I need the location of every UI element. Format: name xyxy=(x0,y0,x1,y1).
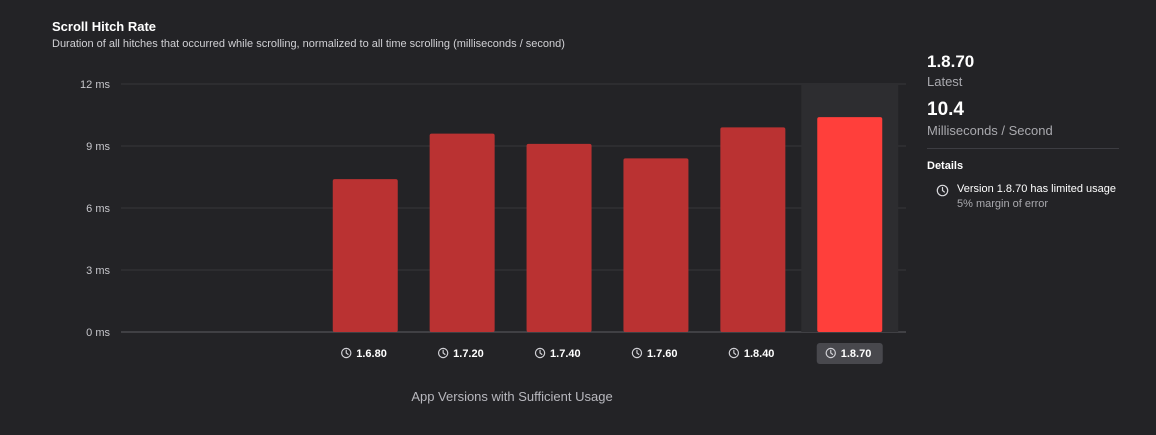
summary-value-label: Milliseconds / Second xyxy=(927,123,1053,138)
bar-1.7.20[interactable] xyxy=(429,133,495,332)
x-tick-label: 1.7.60 xyxy=(647,348,678,360)
bar-1.7.60[interactable] xyxy=(623,158,689,332)
clock-icon xyxy=(825,347,836,359)
x-tick-label: 1.6.80 xyxy=(356,348,387,360)
details-note-text: Version 1.8.70 has limited usage xyxy=(957,183,1116,195)
details-note-sub: 5% margin of error xyxy=(957,198,1049,210)
clock-icon xyxy=(936,184,949,197)
clock-icon xyxy=(631,347,643,359)
clock-icon xyxy=(437,347,449,359)
chart-subtitle: Duration of all hitches that occurred wh… xyxy=(52,38,565,50)
x-tick-1.7.20[interactable]: 1.7.20 xyxy=(437,347,484,360)
clock-icon xyxy=(534,347,546,359)
grid-lines xyxy=(121,83,906,333)
x-tick-label: 1.7.20 xyxy=(453,348,484,360)
y-tick-label: 3 ms xyxy=(86,265,110,277)
clock-icon xyxy=(728,347,740,359)
y-tick-label: 12 ms xyxy=(80,79,110,91)
y-tick-label: 0 ms xyxy=(86,327,110,339)
summary-version-label: Latest xyxy=(927,74,963,89)
y-tick-label: 6 ms xyxy=(86,203,110,215)
x-tick-1.6.80[interactable]: 1.6.80 xyxy=(341,347,387,360)
clock-icon xyxy=(341,347,352,359)
bar-1.8.70[interactable] xyxy=(817,117,883,332)
details-note: Version 1.8.70 has limited usage 5% marg… xyxy=(927,183,1119,210)
bar-1.8.40[interactable] xyxy=(720,127,786,333)
x-tick-1.8.40[interactable]: 1.8.40 xyxy=(728,347,775,360)
summary-value: 10.4 xyxy=(927,99,964,120)
y-tick-label: 9 ms xyxy=(86,141,110,153)
bar-1.6.80[interactable] xyxy=(332,179,398,332)
summary-version: 1.8.70 xyxy=(927,52,975,71)
y-tick-labels: 0 ms 3 ms 6 ms 9 ms 12 ms xyxy=(80,79,110,339)
selected-tick-background xyxy=(816,343,883,364)
x-tick-label: 1.7.40 xyxy=(550,348,581,360)
x-tick-1.8.70[interactable]: 1.8.70 xyxy=(816,343,883,364)
x-tick-label: 1.8.40 xyxy=(744,348,775,360)
summary-divider xyxy=(927,148,1119,149)
bars xyxy=(332,117,883,333)
details-heading: Details xyxy=(927,160,964,172)
x-tick-1.7.60[interactable]: 1.7.60 xyxy=(631,347,678,360)
x-tick-1.7.40[interactable]: 1.7.40 xyxy=(534,347,581,360)
x-axis-title: App Versions with Sufficient Usage xyxy=(411,389,613,404)
summary-panel: 1.8.70 Latest 10.4 Milliseconds / Second… xyxy=(927,50,1119,210)
x-tick-labels: 1.6.80 1.7.20 1.7.40 1.7.60 1.8.40 1.8.70 xyxy=(341,343,883,364)
bar-1.7.40[interactable] xyxy=(526,143,592,332)
x-tick-label: 1.8.70 xyxy=(841,348,872,360)
chart-title: Scroll Hitch Rate xyxy=(52,19,157,34)
